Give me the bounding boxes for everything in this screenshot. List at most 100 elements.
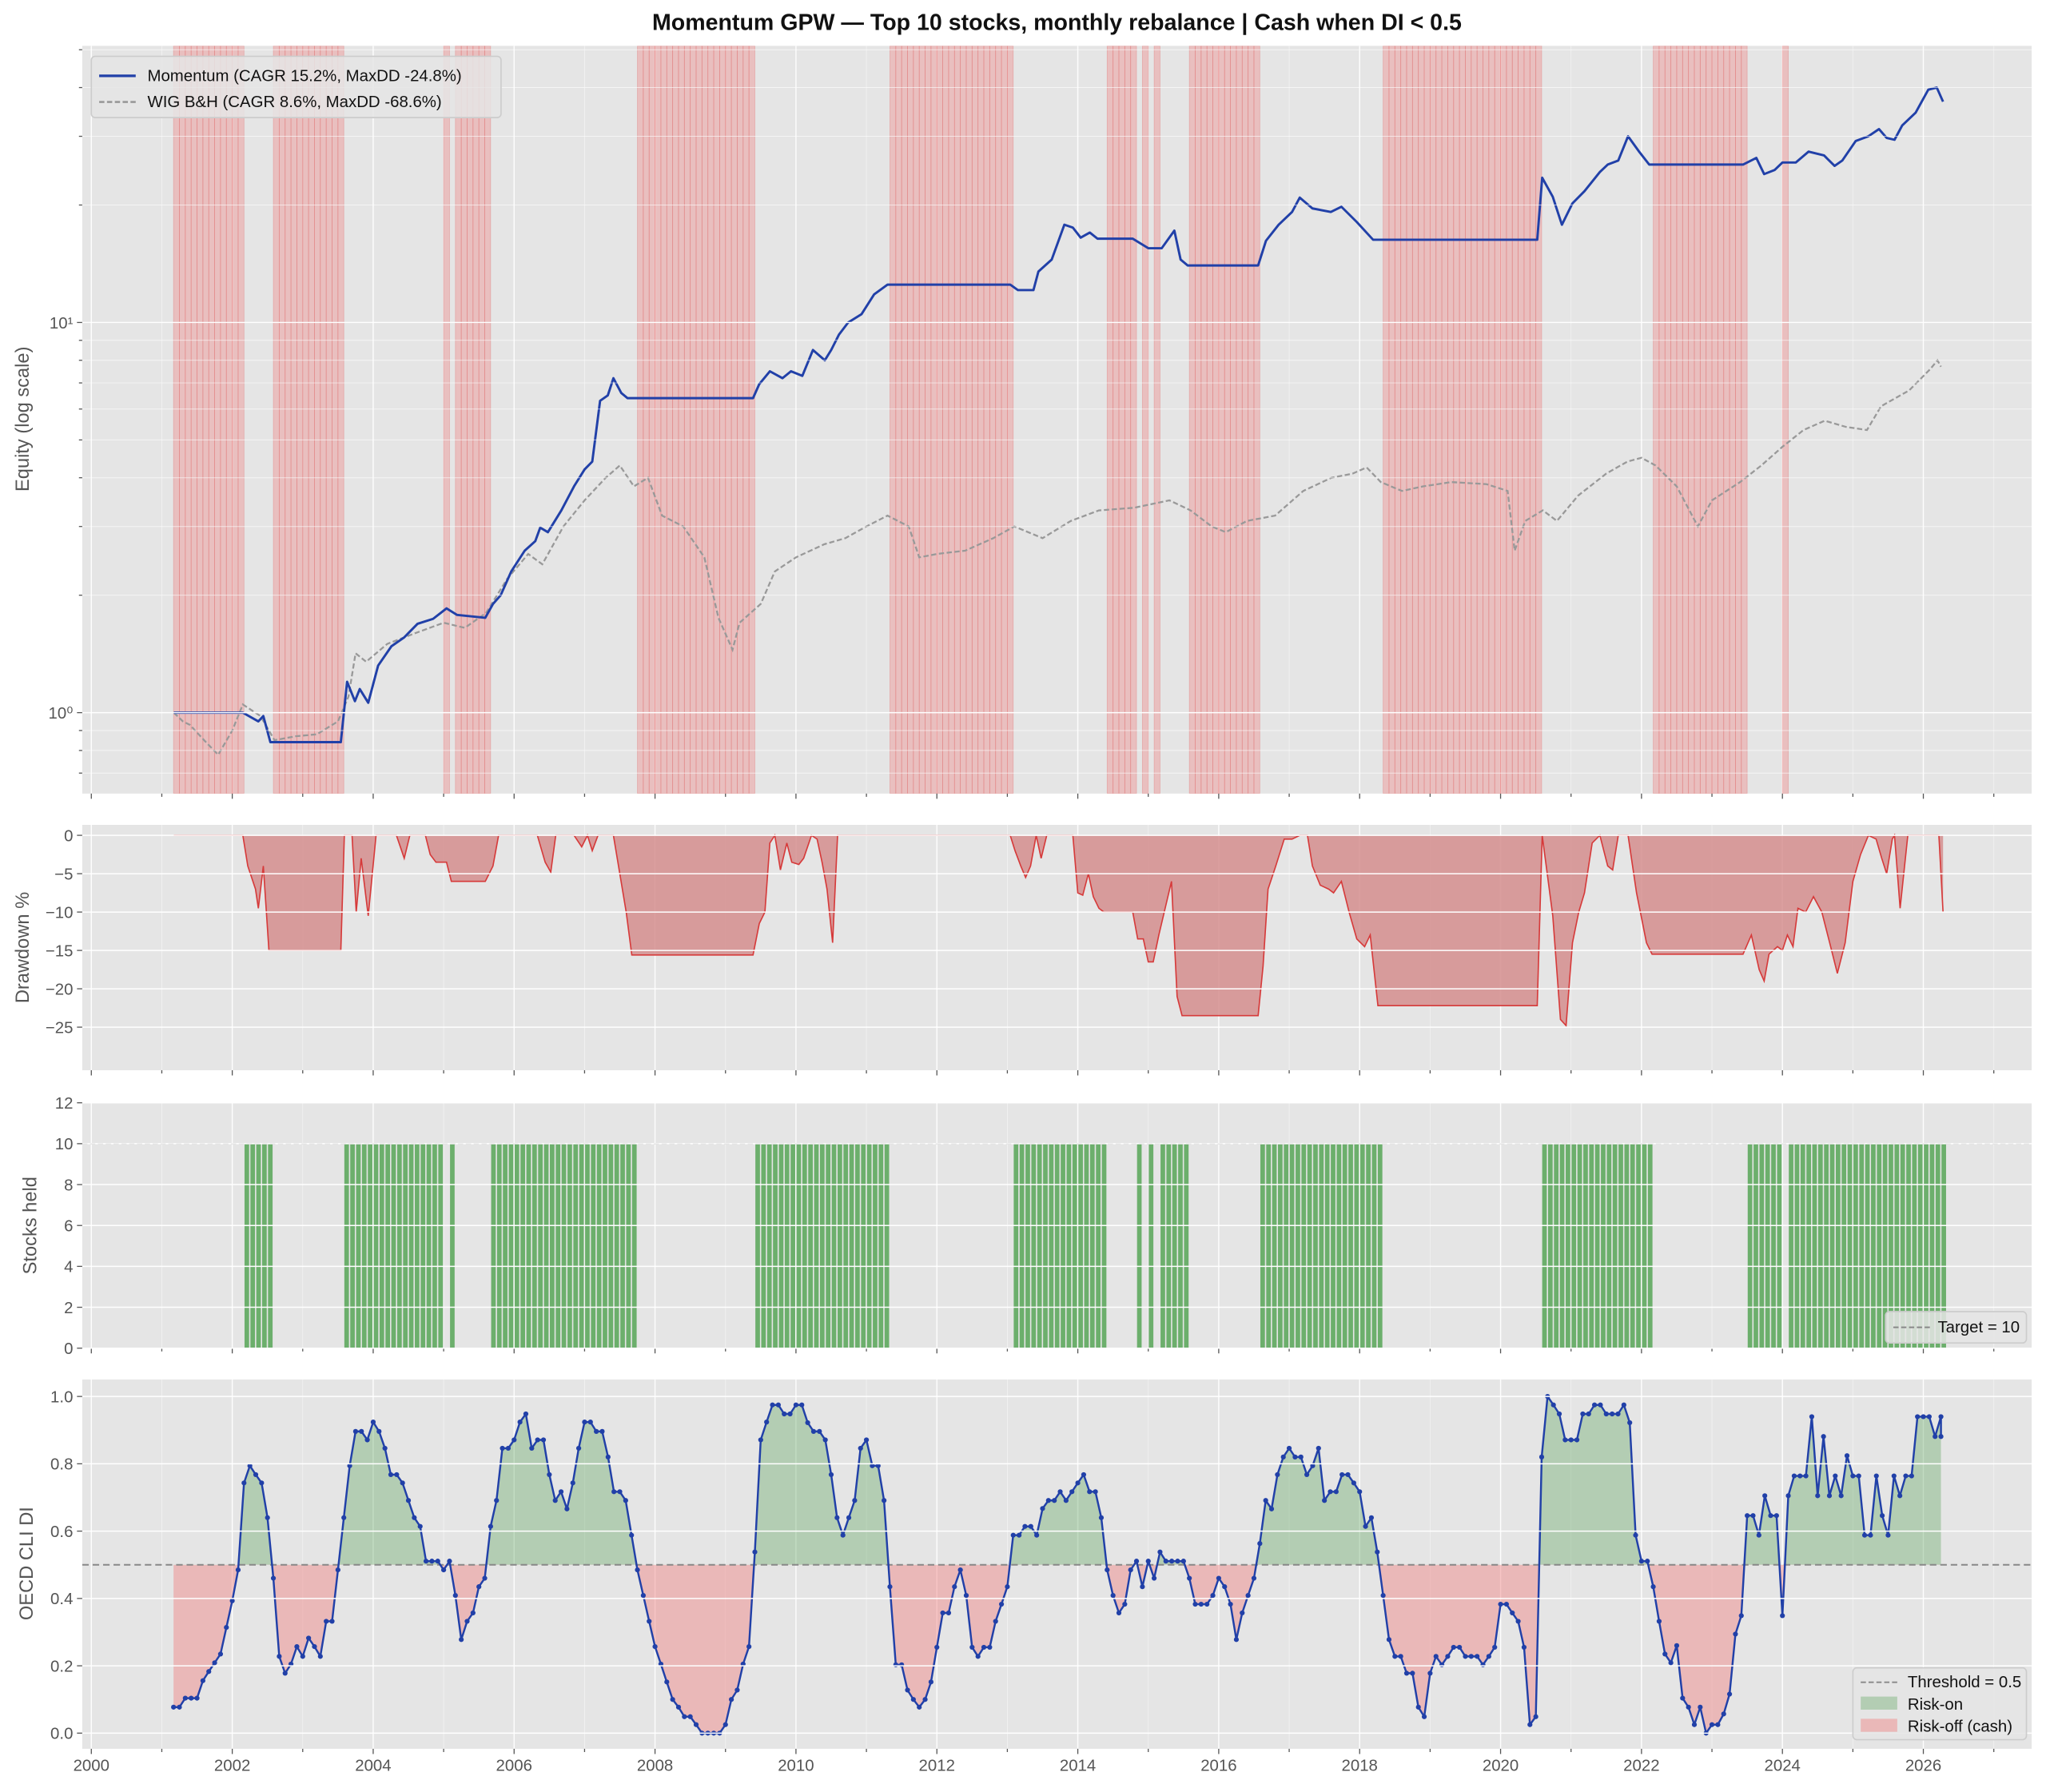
stocks-held-bar <box>1824 1143 1829 1348</box>
di-point <box>1903 1473 1909 1479</box>
di-point <box>206 1669 212 1675</box>
di-point <box>1210 1593 1216 1599</box>
stocks-held-bar <box>843 1143 849 1348</box>
stocks-held-bar <box>1594 1143 1600 1348</box>
di-point <box>605 1454 611 1459</box>
risk-off-band <box>237 46 245 794</box>
risk-off-band <box>1195 46 1202 794</box>
risk-off-band <box>337 46 344 794</box>
stocks-held-bar <box>1066 1143 1072 1348</box>
risk-off-band <box>719 46 726 794</box>
plot-content <box>173 833 1944 1028</box>
stocks-held-bar <box>1289 1143 1295 1348</box>
di-point <box>734 1687 740 1693</box>
risk-off-band <box>672 46 679 794</box>
stocks-held-bar <box>631 1143 637 1348</box>
risk-off-band <box>1200 46 1208 794</box>
stocks-held-bar <box>802 1143 807 1348</box>
stocks-held-bar <box>1894 1143 1900 1348</box>
di-point <box>482 1575 488 1581</box>
risk-off-band <box>297 46 304 794</box>
stocks-held-bar <box>1871 1143 1876 1348</box>
risk-off-band <box>1670 46 1678 794</box>
risk-off-band <box>1153 46 1160 794</box>
di-point <box>782 1411 787 1417</box>
stocks-held-bar <box>550 1143 555 1348</box>
di-point <box>1075 1480 1081 1486</box>
x-tick-label: 2004 <box>355 1758 391 1775</box>
y-tick-label: 0.6 <box>50 1523 73 1541</box>
risk-off-area <box>173 1564 1941 1734</box>
plot-content <box>173 46 1944 794</box>
stocks-held-bar <box>579 1143 584 1348</box>
di-point <box>1034 1532 1040 1538</box>
di-point <box>799 1402 805 1408</box>
di-point <box>722 1722 728 1727</box>
di-point <box>1726 1691 1733 1697</box>
di-point <box>1010 1532 1016 1538</box>
di-point <box>535 1437 540 1443</box>
di-point <box>1797 1473 1803 1479</box>
di-point <box>347 1463 352 1468</box>
di-point <box>787 1411 793 1417</box>
risk-off-band <box>1253 46 1260 794</box>
risk-off-band <box>1130 46 1137 794</box>
stocks-held-bar <box>1307 1143 1312 1348</box>
risk-off-band <box>302 46 309 794</box>
di-point <box>998 1601 1005 1607</box>
risk-off-band <box>1465 46 1472 794</box>
di-point <box>324 1619 329 1624</box>
di-point <box>412 1515 417 1520</box>
di-point <box>1562 1437 1568 1443</box>
risk-off-band <box>1664 46 1672 794</box>
di-point <box>1040 1506 1045 1511</box>
risk-off-band <box>325 46 332 794</box>
risk-off-band <box>1658 46 1666 794</box>
di-point <box>1298 1454 1304 1459</box>
stocks-held-bar <box>814 1143 819 1348</box>
legend-box <box>1852 1667 2028 1741</box>
stocks-held-bar <box>585 1143 590 1348</box>
risk-off-band <box>1741 46 1748 794</box>
risk-off-band <box>713 46 720 794</box>
stocks-held-bar <box>1906 1143 1911 1348</box>
risk-off-band <box>953 46 961 794</box>
stocks-held-bar <box>1301 1143 1307 1348</box>
di-point <box>910 1697 916 1702</box>
stocks-held-bar <box>1043 1143 1048 1348</box>
risk-off-band <box>660 46 667 794</box>
di-point <box>177 1704 182 1710</box>
stocks-held-bar <box>1917 1143 1923 1348</box>
stocks-held-bar <box>838 1143 842 1348</box>
stocks-held-bar <box>408 1143 414 1348</box>
stocks-held-bar <box>1359 1143 1365 1348</box>
di-point <box>441 1567 447 1573</box>
di-point <box>517 1420 523 1425</box>
stocks-held-bar <box>250 1143 256 1348</box>
risk-off-band <box>925 46 932 794</box>
di-point <box>1850 1473 1856 1479</box>
di-point <box>241 1480 247 1486</box>
stocks-held-bar <box>1278 1143 1283 1348</box>
stocks-held-bar <box>1835 1143 1841 1348</box>
risk-off-band <box>695 46 703 794</box>
risk-on-area <box>173 1396 1941 1565</box>
risk-off-band <box>678 46 685 794</box>
stocks-held-bar <box>1612 1143 1618 1348</box>
di-point <box>1292 1454 1298 1459</box>
di-point <box>1938 1434 1944 1440</box>
di-point <box>1022 1523 1028 1529</box>
stocks-held-bar <box>1184 1143 1189 1348</box>
di-point <box>1750 1513 1756 1519</box>
risk-off-band <box>225 46 233 794</box>
stocks-held-bar <box>531 1143 537 1348</box>
risk-off-band <box>1106 46 1114 794</box>
di-point <box>1110 1593 1116 1599</box>
risk-off-band <box>1007 46 1014 794</box>
di-point <box>376 1428 382 1434</box>
di-point <box>1403 1671 1410 1676</box>
y-tick-label: −25 <box>46 1019 74 1037</box>
risk-off-band <box>1141 46 1149 794</box>
di-point <box>928 1679 933 1685</box>
di-point <box>270 1575 277 1581</box>
